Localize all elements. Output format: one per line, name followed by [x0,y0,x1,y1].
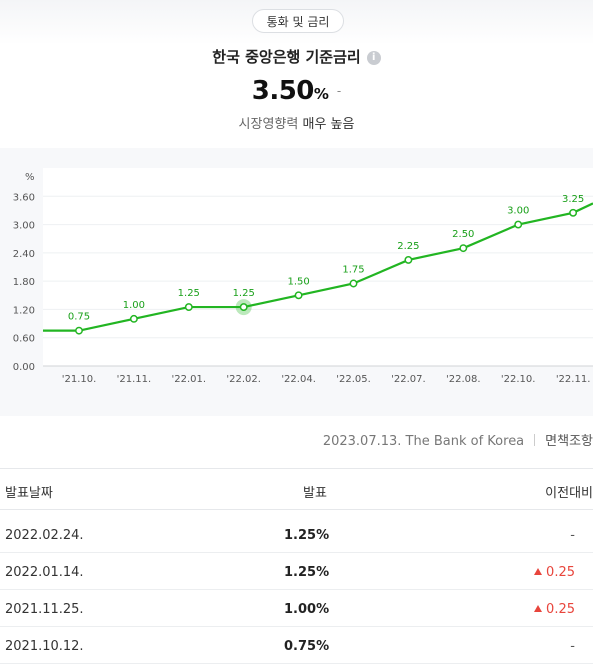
y-tick-label: 1.80 [13,277,35,288]
category-tab[interactable]: 통화 및 금리 [252,9,344,33]
data-label: 0.75 [68,312,90,323]
row-change: 0.25 [534,565,575,580]
x-tick-label: '22.05. [336,374,371,385]
rate-value: 3.50 [251,76,315,106]
y-tick-label: 1.20 [13,305,35,316]
x-tick-label: '22.01. [172,374,207,385]
plot-area [43,168,593,366]
rate-chart: % 0.00 0.60 1.20 1.80 2.40 3.00 3.60 '21.10. '21.… [13,168,593,385]
data-point [514,220,523,229]
x-tick-label: '22.10. [501,374,536,385]
row-date: 2021.11.25. [5,602,84,617]
table-row: 2022.01.14. 1.25% 0.25 [0,553,593,590]
rate-display: 3.50% - [0,76,593,106]
row-change: - [570,639,575,654]
influence-label: 시장영향력 [238,117,299,132]
data-point [349,279,358,288]
data-point [294,291,303,300]
table-row: 2021.11.25. 1.00% 0.25 [0,590,593,627]
source-line: 2023.07.13. The Bank of Korea 면책조항 [323,430,593,449]
data-label: 1.25 [178,288,200,299]
rate-change: - [336,84,342,98]
rate-unit: % [313,85,329,103]
up-arrow-icon [534,568,543,575]
data-point [184,303,193,312]
x-tick-label: '21.10. [62,374,97,385]
y-axis-label: % [25,172,35,183]
header-value: 발표 [303,486,327,501]
data-label: 1.50 [287,276,309,287]
up-arrow-icon [534,605,543,612]
row-value: 0.75% [284,639,330,654]
x-tick-label: '21.11. [117,374,152,385]
y-tick-label: 3.60 [13,192,35,203]
y-tick-label: 0.60 [13,334,35,345]
info-icon[interactable]: i [366,51,381,65]
data-label: 1.75 [342,265,364,276]
table-row: 2022.02.24. 1.25% - [0,516,593,553]
y-tick-label: 2.40 [13,249,35,260]
y-tick-label: 0.00 [13,362,35,373]
divider [534,434,536,446]
data-label: 1.00 [123,300,145,311]
header-date: 발표날짜 [5,486,53,501]
series-line [43,202,593,332]
row-value: 1.00% [284,602,330,617]
row-value: 1.25% [284,565,330,580]
disclaimer-link[interactable]: 면책조항 [545,434,593,449]
row-date: 2021.10.12. [5,639,84,654]
page-title: 한국 중앙은행 기준금리 i [0,46,593,67]
row-change-value: 0.25 [546,565,575,580]
data-label: 2.25 [397,241,419,252]
x-tick-label: '22.07. [391,374,426,385]
row-date: 2022.01.14. [5,565,84,580]
table-header: 발표날짜 발표 이전대비 [0,468,593,510]
row-date: 2022.02.24. [5,528,84,543]
row-change: - [570,528,575,543]
data-point [404,255,413,264]
category-label: 통화 및 금리 [266,14,330,29]
x-tick-label: '22.11. [556,374,591,385]
influence-level: 매우 높음 [302,117,355,132]
x-tick-label: '22.02. [226,374,261,385]
data-label: 3.25 [562,194,584,205]
data-point [239,303,248,312]
row-change-value: 0.25 [546,602,575,617]
row-change: 0.25 [534,602,575,617]
title-text: 한국 중앙은행 기준금리 [212,48,361,66]
data-label: 3.00 [507,206,529,217]
market-influence: 시장영향력 매우 높음 [0,113,593,132]
row-value: 1.25% [284,528,330,543]
x-tick-label: '22.08. [446,374,481,385]
header-change: 이전대비 [545,486,593,501]
data-point [129,314,138,323]
data-point [459,244,468,253]
data-label: 2.50 [452,229,474,240]
data-point [75,326,83,335]
table-row: 2021.10.12. 0.75% - [0,627,593,664]
source-text: 2023.07.13. The Bank of Korea [322,434,525,449]
data-point [569,208,578,217]
y-tick-label: 3.00 [13,221,35,232]
data-label: 1.25 [233,288,255,299]
x-tick-label: '22.04. [281,374,316,385]
